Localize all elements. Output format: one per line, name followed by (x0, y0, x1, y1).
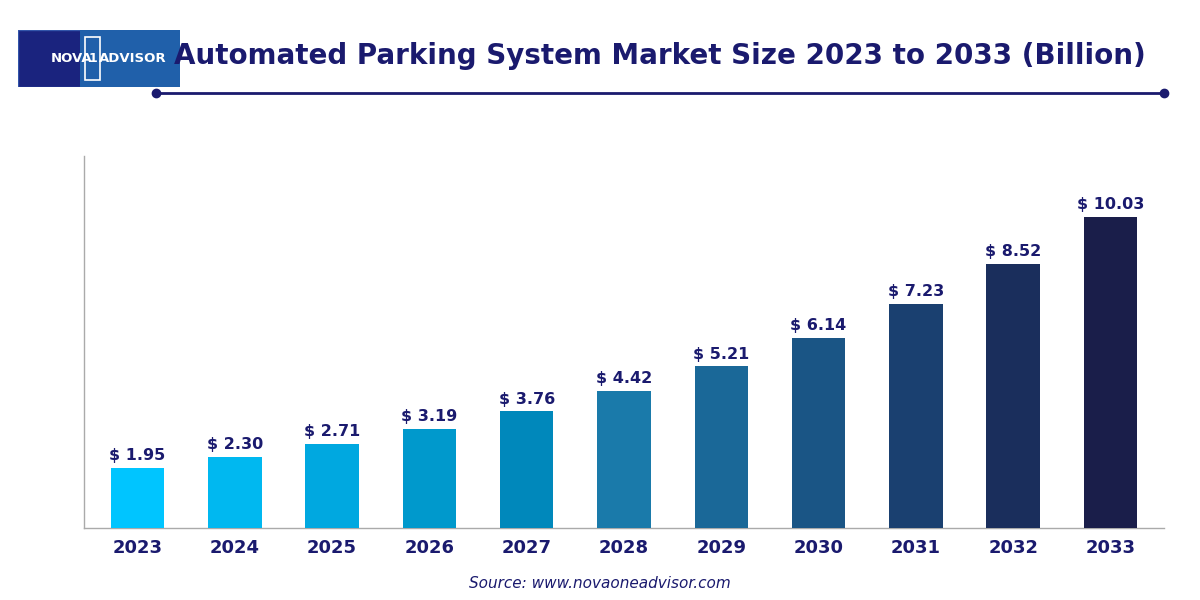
Text: $ 4.42: $ 4.42 (596, 371, 652, 386)
Text: $ 1.95: $ 1.95 (109, 448, 166, 463)
Bar (792, 338, 845, 528)
Bar (208, 457, 262, 528)
Bar (695, 367, 748, 528)
Text: $ 2.71: $ 2.71 (304, 424, 360, 439)
Text: $ 5.21: $ 5.21 (694, 347, 750, 362)
Text: $ 3.76: $ 3.76 (498, 392, 554, 407)
Text: $ 3.19: $ 3.19 (401, 409, 457, 424)
Text: $ 8.52: $ 8.52 (985, 244, 1042, 259)
Bar (1084, 217, 1138, 528)
Text: NOVA: NOVA (50, 52, 92, 65)
Bar (598, 391, 650, 528)
Bar (889, 304, 943, 528)
Bar (500, 412, 553, 528)
Text: $ 2.30: $ 2.30 (206, 437, 263, 452)
Bar (305, 444, 359, 528)
Text: $ 10.03: $ 10.03 (1076, 197, 1144, 212)
FancyBboxPatch shape (18, 30, 180, 87)
Text: 1: 1 (88, 52, 97, 65)
Text: ADVISOR: ADVISOR (100, 52, 167, 65)
Text: $ 7.23: $ 7.23 (888, 284, 944, 299)
Bar (986, 264, 1040, 528)
Bar (403, 429, 456, 528)
Text: $ 6.14: $ 6.14 (791, 318, 847, 333)
Text: Source: www.novaoneadvisor.com: Source: www.novaoneadvisor.com (469, 576, 731, 591)
Bar (110, 467, 164, 528)
Text: Automated Parking System Market Size 2023 to 2033 (Billion): Automated Parking System Market Size 202… (174, 42, 1146, 70)
FancyBboxPatch shape (79, 30, 180, 87)
